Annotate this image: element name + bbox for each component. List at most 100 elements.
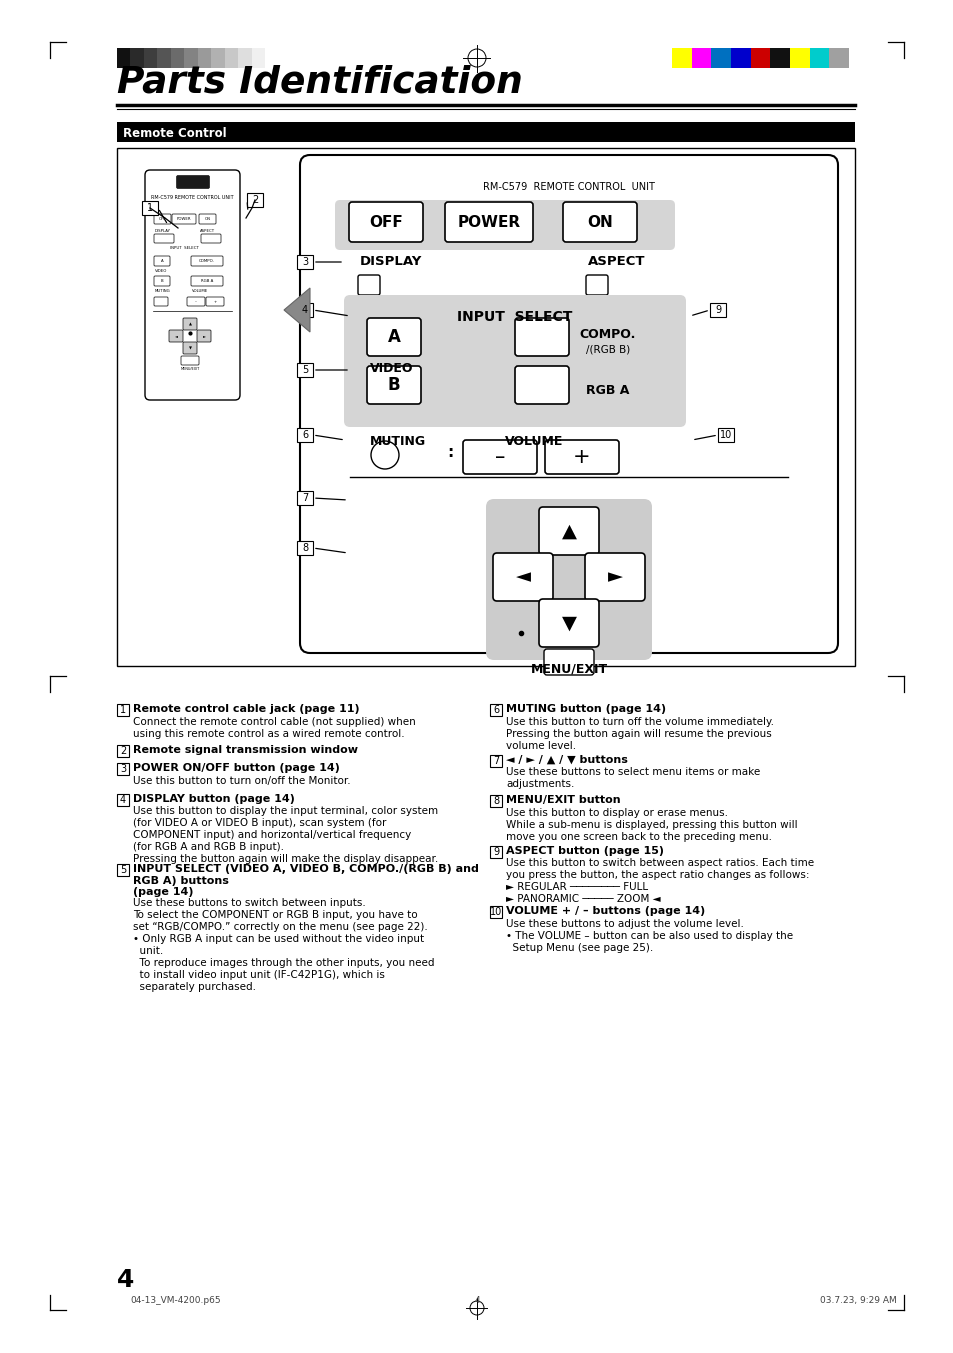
Text: COMPO.: COMPO. <box>579 327 636 341</box>
Text: VOLUME + / – buttons (page 14): VOLUME + / – buttons (page 14) <box>505 907 704 916</box>
Text: +: + <box>213 299 216 303</box>
Bar <box>490 907 501 917</box>
FancyBboxPatch shape <box>344 295 685 428</box>
Text: INPUT  SELECT: INPUT SELECT <box>456 310 572 323</box>
Text: MUTING button (page 14): MUTING button (page 14) <box>505 704 665 714</box>
Text: ASPECT: ASPECT <box>587 254 645 268</box>
Text: 4: 4 <box>120 794 126 805</box>
Text: 7: 7 <box>493 755 498 766</box>
Text: OFF: OFF <box>369 215 402 230</box>
Text: ON: ON <box>586 215 612 230</box>
Text: 10: 10 <box>489 907 501 917</box>
Text: Use this button to display the input terminal, color system
(for VIDEO A or VIDE: Use this button to display the input ter… <box>132 806 437 865</box>
FancyBboxPatch shape <box>153 214 171 225</box>
FancyBboxPatch shape <box>142 202 158 215</box>
Text: +: + <box>573 446 590 467</box>
Text: ◄: ◄ <box>515 567 530 586</box>
Bar <box>789 47 809 68</box>
Text: RM-C579 REMOTE CONTROL UNIT: RM-C579 REMOTE CONTROL UNIT <box>151 195 233 199</box>
Text: Remote signal transmission window: Remote signal transmission window <box>132 744 357 755</box>
Text: RGB A: RGB A <box>201 279 213 283</box>
FancyBboxPatch shape <box>176 176 210 188</box>
Text: 4: 4 <box>117 1268 134 1292</box>
FancyBboxPatch shape <box>296 428 313 442</box>
FancyBboxPatch shape <box>299 156 837 653</box>
FancyBboxPatch shape <box>718 428 733 442</box>
FancyBboxPatch shape <box>153 276 170 285</box>
Text: 2: 2 <box>252 195 258 206</box>
Text: Connect the remote control cable (not supplied) when
using this remote control a: Connect the remote control cable (not su… <box>132 717 416 739</box>
Text: OFF: OFF <box>158 216 166 221</box>
FancyBboxPatch shape <box>584 553 644 601</box>
Bar <box>828 47 848 68</box>
Text: ►: ► <box>607 567 622 586</box>
FancyBboxPatch shape <box>296 363 313 377</box>
Text: 7: 7 <box>301 492 308 503</box>
Bar <box>252 47 266 68</box>
Bar <box>265 47 279 68</box>
FancyBboxPatch shape <box>349 202 422 242</box>
Bar <box>490 704 501 716</box>
Bar <box>117 147 854 666</box>
Text: Use these buttons to adjust the volume level.
• The VOLUME – button can be also : Use these buttons to adjust the volume l… <box>505 919 792 953</box>
Text: 8: 8 <box>493 796 498 806</box>
FancyBboxPatch shape <box>145 170 240 400</box>
Text: 6: 6 <box>301 430 308 440</box>
FancyBboxPatch shape <box>367 318 420 356</box>
Text: MUTING: MUTING <box>370 434 426 448</box>
Bar <box>117 47 131 68</box>
FancyBboxPatch shape <box>191 276 223 285</box>
Text: 1: 1 <box>147 203 152 212</box>
Bar <box>490 796 501 806</box>
Text: A: A <box>160 258 163 262</box>
Bar <box>117 122 854 142</box>
Text: DISPLAY: DISPLAY <box>359 254 422 268</box>
Text: DISPLAY: DISPLAY <box>154 229 171 233</box>
Text: POWER ON/OFF button (page 14): POWER ON/OFF button (page 14) <box>132 763 339 773</box>
FancyBboxPatch shape <box>181 356 199 365</box>
FancyBboxPatch shape <box>172 214 195 225</box>
FancyBboxPatch shape <box>296 541 313 555</box>
Text: 9: 9 <box>493 847 498 856</box>
Text: VIDEO: VIDEO <box>370 361 413 375</box>
Bar <box>750 47 770 68</box>
Text: ◄: ◄ <box>174 334 177 338</box>
FancyBboxPatch shape <box>538 507 598 555</box>
Bar <box>490 755 501 767</box>
Text: POWER: POWER <box>176 216 191 221</box>
Text: ►: ► <box>202 334 205 338</box>
Bar <box>671 47 692 68</box>
Bar <box>144 47 158 68</box>
FancyBboxPatch shape <box>201 234 221 244</box>
FancyBboxPatch shape <box>357 275 379 295</box>
FancyBboxPatch shape <box>296 254 313 269</box>
FancyBboxPatch shape <box>543 649 594 675</box>
FancyBboxPatch shape <box>183 318 196 330</box>
FancyBboxPatch shape <box>709 303 725 317</box>
Text: 10: 10 <box>720 430 731 440</box>
Text: –: – <box>495 446 505 467</box>
FancyBboxPatch shape <box>296 491 313 505</box>
Text: Remote control cable jack (page 11): Remote control cable jack (page 11) <box>132 704 359 714</box>
Text: Remote Control: Remote Control <box>123 126 227 139</box>
FancyBboxPatch shape <box>247 193 263 207</box>
Bar <box>117 704 129 716</box>
Bar <box>117 865 129 875</box>
FancyBboxPatch shape <box>335 200 675 250</box>
Bar <box>184 47 198 68</box>
FancyBboxPatch shape <box>187 298 205 306</box>
FancyBboxPatch shape <box>191 256 223 267</box>
Text: 04-13_VM-4200.p65: 04-13_VM-4200.p65 <box>130 1296 220 1306</box>
Text: ▼: ▼ <box>189 346 192 350</box>
Text: B: B <box>387 376 400 394</box>
Bar <box>117 763 129 775</box>
Text: ▲: ▲ <box>189 322 192 326</box>
FancyBboxPatch shape <box>544 440 618 474</box>
FancyBboxPatch shape <box>153 234 173 244</box>
Bar <box>212 47 225 68</box>
FancyBboxPatch shape <box>296 303 313 317</box>
Text: COMPO.: COMPO. <box>199 258 214 262</box>
FancyBboxPatch shape <box>515 367 568 405</box>
Text: 2: 2 <box>120 746 126 755</box>
Text: Use this button to switch between aspect ratios. Each time
you press the button,: Use this button to switch between aspect… <box>505 858 813 904</box>
